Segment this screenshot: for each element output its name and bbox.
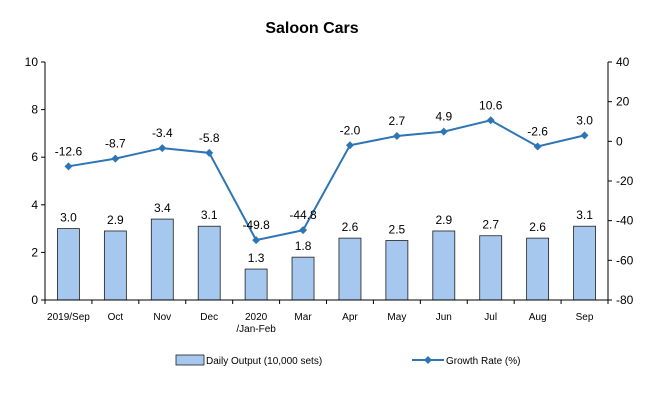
growth-line: -12.6 -8.7 -3.4 -5.8 -49.8 -44.8 -2.0 2.7 4.9 10.… — [55, 98, 593, 245]
right-axis-tick-label: -80 — [616, 293, 634, 307]
bar — [479, 235, 503, 301]
right-axis-tick-label: 20 — [616, 95, 630, 109]
bar-value-label: 2.6 — [529, 220, 546, 234]
bar-value-label: 3.4 — [154, 201, 171, 215]
category-label: May — [387, 312, 406, 323]
growth-point — [486, 116, 495, 125]
bar — [57, 228, 80, 301]
growth-value-label: -2.6 — [527, 124, 548, 138]
bar-value-label: 2.5 — [389, 223, 406, 237]
category-label: Aug — [529, 312, 547, 323]
left-axis-tick-label: 10 — [25, 55, 39, 69]
right-axis: -80 -60 -40 -20 0 20 40 — [607, 55, 634, 307]
growth-value-label: -3.4 — [152, 126, 173, 140]
right-axis-tick-label: 40 — [616, 55, 630, 69]
category-labels: 2019/Sep Oct Nov Dec 2020/Jan-Feb Mar Apr May Ju… — [44, 299, 609, 335]
legend-line-label: Growth Rate (%) — [446, 356, 520, 367]
bar-value-label: 3.1 — [576, 208, 593, 222]
growth-point — [533, 142, 542, 151]
growth-point — [345, 141, 354, 150]
left-axis-tick-label: 0 — [31, 293, 38, 307]
bar — [244, 268, 268, 301]
growth-point — [205, 148, 214, 157]
legend-line-marker — [424, 356, 432, 364]
growth-point — [439, 127, 448, 136]
bar — [432, 230, 456, 301]
right-axis-tick-label: -20 — [616, 174, 634, 188]
bar-value-label: 1.3 — [248, 251, 265, 265]
left-axis-tick-label: 8 — [31, 103, 38, 117]
category-label: Nov — [153, 312, 171, 323]
category-label: Mar — [294, 312, 312, 323]
growth-point — [299, 226, 308, 235]
bar-value-label: 3.0 — [60, 211, 77, 225]
legend-bar-swatch — [175, 354, 205, 366]
category-label: Sep — [576, 312, 594, 323]
growth-point — [392, 131, 401, 140]
category-label: Jun — [436, 312, 452, 323]
bar-value-label: 1.8 — [295, 239, 312, 253]
bar — [197, 225, 221, 301]
category-label: Oct — [108, 312, 124, 323]
legend: Daily Output (10,000 sets) Growth Rate (… — [175, 354, 520, 367]
growth-line-path — [68, 119, 585, 242]
category-label: Jul — [484, 312, 497, 323]
left-axis-tick-label: 4 — [31, 198, 38, 212]
growth-value-label: -8.7 — [105, 137, 126, 151]
category-label: Dec — [200, 312, 218, 323]
growth-point — [158, 144, 167, 153]
growth-point — [580, 131, 589, 140]
category-label: 2019/Sep — [47, 312, 90, 323]
category-label: 2020/Jan-Feb — [236, 312, 276, 335]
growth-value-label: -12.6 — [55, 144, 83, 158]
left-axis-tick-label: 2 — [31, 245, 38, 259]
bar — [573, 225, 596, 301]
chart-title: Saloon Cars — [265, 20, 358, 37]
growth-value-label: -49.8 — [242, 218, 270, 232]
right-axis-tick-label: -40 — [616, 214, 634, 228]
legend-bar-label: Daily Output (10,000 sets) — [206, 356, 322, 367]
growth-value-label: 2.7 — [389, 114, 406, 128]
growth-value-label: 3.0 — [576, 113, 593, 127]
left-axis-tick-label: 6 — [31, 150, 38, 164]
bar — [150, 218, 174, 301]
growth-value-label: 10.6 — [479, 98, 503, 112]
bar — [385, 240, 409, 301]
growth-value-label: -44.8 — [289, 208, 317, 222]
bar-value-label: 2.7 — [482, 218, 499, 232]
bar-value-label: 2.9 — [435, 213, 452, 227]
bar-value-label: 2.9 — [107, 213, 124, 227]
bar — [526, 237, 550, 301]
bars: 3.0 2.9 3.4 3.1 1.3 1.8 2.6 2.5 2.9 2.7 2.6 3.1 — [57, 201, 596, 301]
growth-point — [64, 162, 73, 171]
growth-point — [111, 154, 120, 163]
bar — [103, 230, 127, 301]
growth-value-label: 4.9 — [435, 110, 452, 124]
bar — [291, 256, 315, 301]
right-axis-tick-label: -60 — [616, 253, 634, 267]
left-axis: 0 2 4 6 8 10 — [25, 55, 46, 307]
category-label: Apr — [342, 312, 358, 323]
bar-value-label: 3.1 — [201, 208, 218, 222]
bar — [338, 237, 362, 301]
right-axis-tick-label: 0 — [616, 134, 623, 148]
growth-value-label: -2.0 — [340, 123, 361, 137]
bar-value-label: 2.6 — [342, 220, 359, 234]
growth-point — [252, 236, 261, 245]
growth-value-label: -5.8 — [199, 131, 220, 145]
